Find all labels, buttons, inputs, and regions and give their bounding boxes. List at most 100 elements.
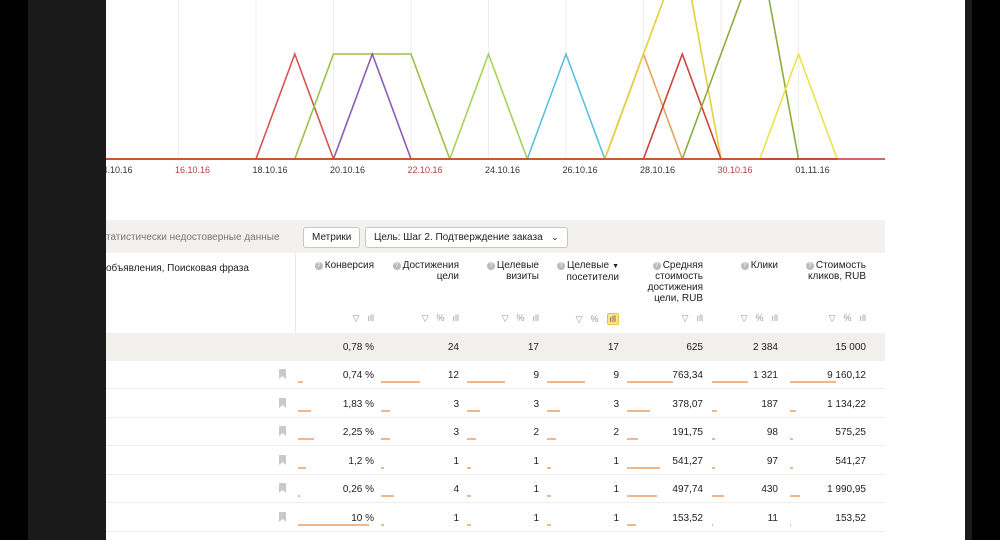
table-cell: 1	[613, 512, 619, 524]
value-bar	[467, 438, 476, 440]
table-row[interactable]: 0,74 % 12 9 9 763,34 1 321 9 160,12	[106, 361, 885, 389]
series-line-9	[106, 0, 838, 160]
filter-icon[interactable]: ▽	[828, 313, 836, 323]
table-cell: 1	[613, 455, 619, 467]
filter-icon[interactable]: ▽	[740, 313, 748, 323]
x-tick-label: 16.10.16	[175, 165, 210, 175]
goal-select-label: Цель: Шаг 2. Подтверждение заказа	[374, 232, 543, 243]
column-header-5[interactable]: ? Средняя стоимость достижения цели, RUB	[627, 260, 703, 304]
table-cell: 9	[613, 370, 619, 381]
column-header-3[interactable]: ? Целевые визиты	[467, 260, 539, 282]
sort-desc-icon[interactable]: ▼	[612, 263, 619, 270]
table-row[interactable]: 1,83 % 3 3 3 378,07 187 1 134,22	[106, 389, 885, 418]
table-cell: 1 321	[752, 370, 778, 381]
bar-chart-icon[interactable]: ıll	[859, 313, 867, 323]
table-header: объявления, Поисковая фраза ? Конверсия ▽ ı…	[106, 253, 885, 334]
value-bar	[790, 438, 794, 440]
column-controls: ▽ ıll	[345, 313, 374, 324]
percent-icon[interactable]: %	[590, 314, 599, 324]
value-bar	[712, 438, 715, 440]
goal-select[interactable]: Цель: Шаг 2. Подтверждение заказа ⌄	[365, 227, 568, 248]
value-bar	[712, 381, 749, 383]
filter-icon[interactable]: ▽	[575, 314, 583, 324]
table-cell: 1	[453, 512, 459, 524]
column-header-label: Стоимость	[815, 260, 866, 271]
x-tick-label: 14.10.16	[106, 165, 133, 175]
table-cell: 1,83 %	[342, 398, 374, 410]
column-header-1[interactable]: ? Конверсия	[298, 260, 374, 271]
unreliable-data-filter-label[interactable]: татистически недостоверные данные	[106, 232, 280, 243]
bookmark-icon[interactable]	[278, 454, 287, 465]
value-bar	[381, 409, 391, 412]
bar-chart-icon[interactable]: ıll	[367, 313, 375, 323]
right-margin	[885, 0, 965, 540]
percent-icon[interactable]: %	[755, 313, 764, 323]
column-controls: ▽ ıll	[674, 313, 703, 324]
table-cell: 575,25	[835, 427, 866, 438]
bookmark-icon[interactable]	[278, 426, 287, 436]
table-cell: 12	[447, 370, 459, 381]
percent-icon[interactable]: %	[843, 313, 852, 323]
filter-icon[interactable]: ▽	[501, 313, 509, 323]
table-row[interactable]: 0 %000–2401 444,67	[106, 532, 885, 540]
help-icon[interactable]: ?	[652, 262, 661, 270]
column-header-2[interactable]: ? Достижения цели	[381, 260, 459, 282]
column-divider	[295, 253, 296, 333]
percent-icon[interactable]: %	[516, 313, 525, 323]
column-header-label: стоимость	[655, 271, 703, 282]
value-bar	[467, 523, 472, 526]
value-bar	[381, 438, 391, 440]
value-bar	[627, 409, 650, 412]
value-bar	[381, 381, 420, 383]
bar-chart-icon[interactable]: ıll	[606, 313, 619, 325]
filter-icon[interactable]: ▽	[421, 313, 429, 323]
filter-icon[interactable]: ▽	[352, 313, 360, 323]
help-icon[interactable]: ?	[392, 262, 401, 270]
value-bar	[298, 466, 307, 469]
bar-chart-icon[interactable]: ıll	[771, 313, 779, 323]
column-header-label: Конверсия	[324, 260, 374, 271]
column-header-7[interactable]: ? Стоимость кликов, RUB	[790, 260, 866, 282]
column-header-label: Целевые	[566, 260, 610, 271]
table-cell: 0,26 %	[342, 484, 374, 495]
table-row[interactable]: 2,25 % 3 2 2 191,75 98 575,25	[106, 418, 885, 446]
bar-chart-icon[interactable]: ıll	[532, 313, 540, 323]
series-line-8	[106, 51, 838, 160]
help-icon[interactable]: ?	[556, 262, 565, 270]
percent-icon[interactable]: %	[436, 313, 445, 323]
table-cell: 2	[613, 427, 619, 438]
table-cell: 1	[533, 455, 539, 467]
help-icon[interactable]: ?	[805, 262, 814, 270]
help-icon[interactable]: ?	[314, 262, 323, 270]
table-cell: 1	[533, 484, 539, 495]
grouping-column-header[interactable]: объявления, Поисковая фраза	[106, 263, 249, 274]
filter-icon[interactable]: ▽	[681, 313, 689, 323]
column-header-label: цели, RUB	[654, 293, 703, 304]
column-header-4[interactable]: ? Целевые ▼ посетители	[547, 260, 619, 283]
table-cell: 153,52	[835, 512, 866, 524]
help-icon[interactable]: ?	[740, 262, 749, 270]
column-header-label: цели	[436, 271, 459, 282]
series-line-1	[106, 51, 838, 160]
value-bar	[381, 495, 395, 497]
metrics-button[interactable]: Метрики	[303, 227, 361, 248]
bar-chart-icon[interactable]: ıll	[452, 313, 460, 323]
table-row[interactable]: 0,26 % 4 1 1 497,74 430 1 990,95	[106, 475, 885, 503]
value-bar	[467, 495, 472, 497]
bookmark-icon[interactable]	[278, 511, 287, 522]
bar-chart-icon[interactable]: ıll	[696, 313, 704, 323]
bookmark-icon[interactable]	[278, 483, 287, 493]
table-cell: 0,74 %	[342, 370, 374, 381]
table-row[interactable]: 1,2 % 1 1 1 541,27 97 541,27	[106, 446, 885, 475]
table-row[interactable]: 10 % 1 1 1 153,52 11 153,52	[106, 503, 885, 532]
value-bar	[712, 466, 715, 469]
bookmark-icon[interactable]	[278, 369, 287, 379]
table-cell: 1	[533, 512, 539, 524]
conversion-line-chart: 14.10.16 16.10.16 18.10.16 20.10.16 22.10.16…	[106, 0, 885, 175]
column-header-6[interactable]: ? Клики	[712, 260, 778, 271]
series-line-3	[106, 51, 838, 160]
bookmark-icon[interactable]	[278, 397, 287, 408]
value-bar	[790, 523, 791, 526]
help-icon[interactable]: ?	[486, 262, 495, 270]
total-cell: 17	[527, 342, 539, 353]
